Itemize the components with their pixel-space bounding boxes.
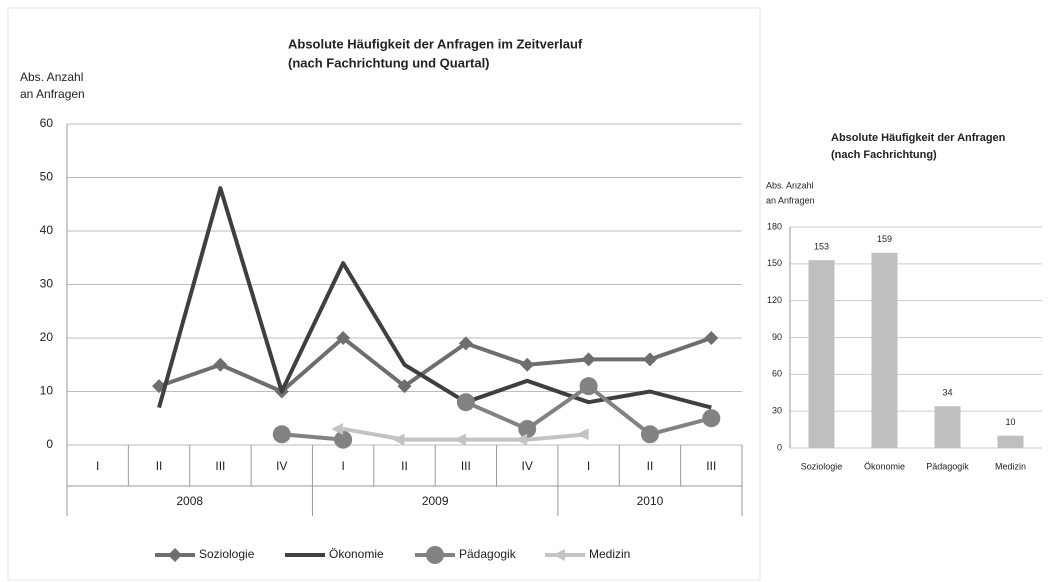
- marker: [520, 357, 535, 372]
- x-tick-label: III: [461, 459, 471, 473]
- y-axis-label: Abs. Anzahl: [20, 70, 83, 84]
- marker: [392, 433, 405, 446]
- bar: [871, 252, 898, 448]
- marker: [702, 409, 721, 428]
- marker: [426, 546, 444, 564]
- value-label: 10: [1005, 417, 1015, 427]
- marker: [456, 393, 475, 412]
- legend-label: Medizin: [589, 547, 630, 561]
- series-line: [158, 336, 712, 394]
- y-axis-label: Abs. Anzahl: [766, 180, 814, 190]
- group-label: 2010: [637, 494, 664, 508]
- left-chart-frame: [7, 7, 761, 581]
- series-line: [342, 426, 589, 442]
- marker: [397, 379, 412, 394]
- marker: [334, 430, 353, 449]
- x-tick-label: Medizin: [995, 461, 1026, 471]
- series-line: [157, 186, 712, 410]
- marker: [704, 331, 719, 345]
- chart-title: Absolute Häufigkeit der Anfragen im Zeit…: [288, 36, 583, 51]
- y-tick-label: 30: [40, 277, 54, 291]
- x-tick-label: II: [647, 459, 654, 473]
- legend-label: Soziologie: [199, 547, 255, 561]
- group-label: 2008: [176, 494, 203, 508]
- marker: [453, 433, 466, 446]
- group-label: 2009: [422, 494, 449, 508]
- bar: [997, 435, 1024, 448]
- bar-chart: Absolute Häufigkeit der Anfragen (nach Fa…: [766, 132, 1042, 471]
- marker: [213, 357, 228, 372]
- y-tick-label: 40: [40, 223, 54, 237]
- y-tick-label: 20: [40, 330, 54, 344]
- y-tick-label: 60: [40, 116, 54, 130]
- x-tick-label: I: [96, 459, 99, 473]
- y-tick-label: 150: [767, 258, 782, 268]
- legend-label: Pädagogik: [459, 547, 517, 561]
- x-tick-label: Soziologie: [801, 461, 843, 471]
- chart-title: (nach Fachrichtung): [831, 149, 937, 161]
- value-label: 34: [942, 388, 952, 398]
- marker: [579, 377, 598, 396]
- y-axis-label: an Anfragen: [766, 195, 815, 205]
- y-tick-label: 30: [772, 406, 782, 416]
- value-label: 153: [814, 242, 829, 252]
- marker: [576, 428, 589, 441]
- y-axis-label: an Anfragen: [20, 87, 85, 101]
- x-tick-label: I: [587, 459, 590, 473]
- marker: [642, 352, 657, 367]
- x-tick-label: IV: [276, 459, 287, 473]
- y-tick-label: 0: [777, 442, 782, 452]
- marker: [640, 425, 659, 444]
- x-tick-label: IV: [522, 459, 533, 473]
- y-tick-label: 180: [767, 221, 782, 231]
- y-tick-label: 50: [40, 170, 54, 184]
- chart-title: Absolute Häufigkeit der Anfragen: [831, 132, 1006, 144]
- x-tick-label: II: [156, 459, 163, 473]
- y-tick-label: 60: [772, 369, 782, 379]
- x-tick-label: Ökonomie: [864, 461, 905, 471]
- chart-title: (nach Fachrichtung und Quartal): [288, 55, 490, 70]
- marker: [553, 549, 565, 561]
- y-tick-label: 90: [772, 332, 782, 342]
- x-tick-label: II: [401, 459, 408, 473]
- marker: [336, 331, 351, 345]
- marker: [168, 548, 182, 562]
- marker: [518, 419, 537, 438]
- marker: [331, 422, 344, 435]
- y-tick-label: 0: [46, 437, 53, 451]
- bar: [808, 260, 835, 448]
- x-tick-label: I: [341, 459, 344, 473]
- legend-label: Ökonomie: [329, 547, 384, 561]
- line-chart: Absolute Häufigkeit der Anfragen im Zeit…: [20, 36, 743, 564]
- marker: [515, 433, 528, 446]
- value-label: 159: [877, 234, 892, 244]
- marker: [581, 352, 596, 367]
- x-tick-label: III: [706, 459, 716, 473]
- x-tick-label: Pädagogik: [926, 461, 969, 471]
- bar: [934, 406, 961, 448]
- y-tick-label: 10: [40, 384, 54, 398]
- marker: [458, 336, 473, 351]
- x-tick-label: III: [215, 459, 225, 473]
- marker: [272, 425, 291, 444]
- y-tick-label: 120: [767, 295, 782, 305]
